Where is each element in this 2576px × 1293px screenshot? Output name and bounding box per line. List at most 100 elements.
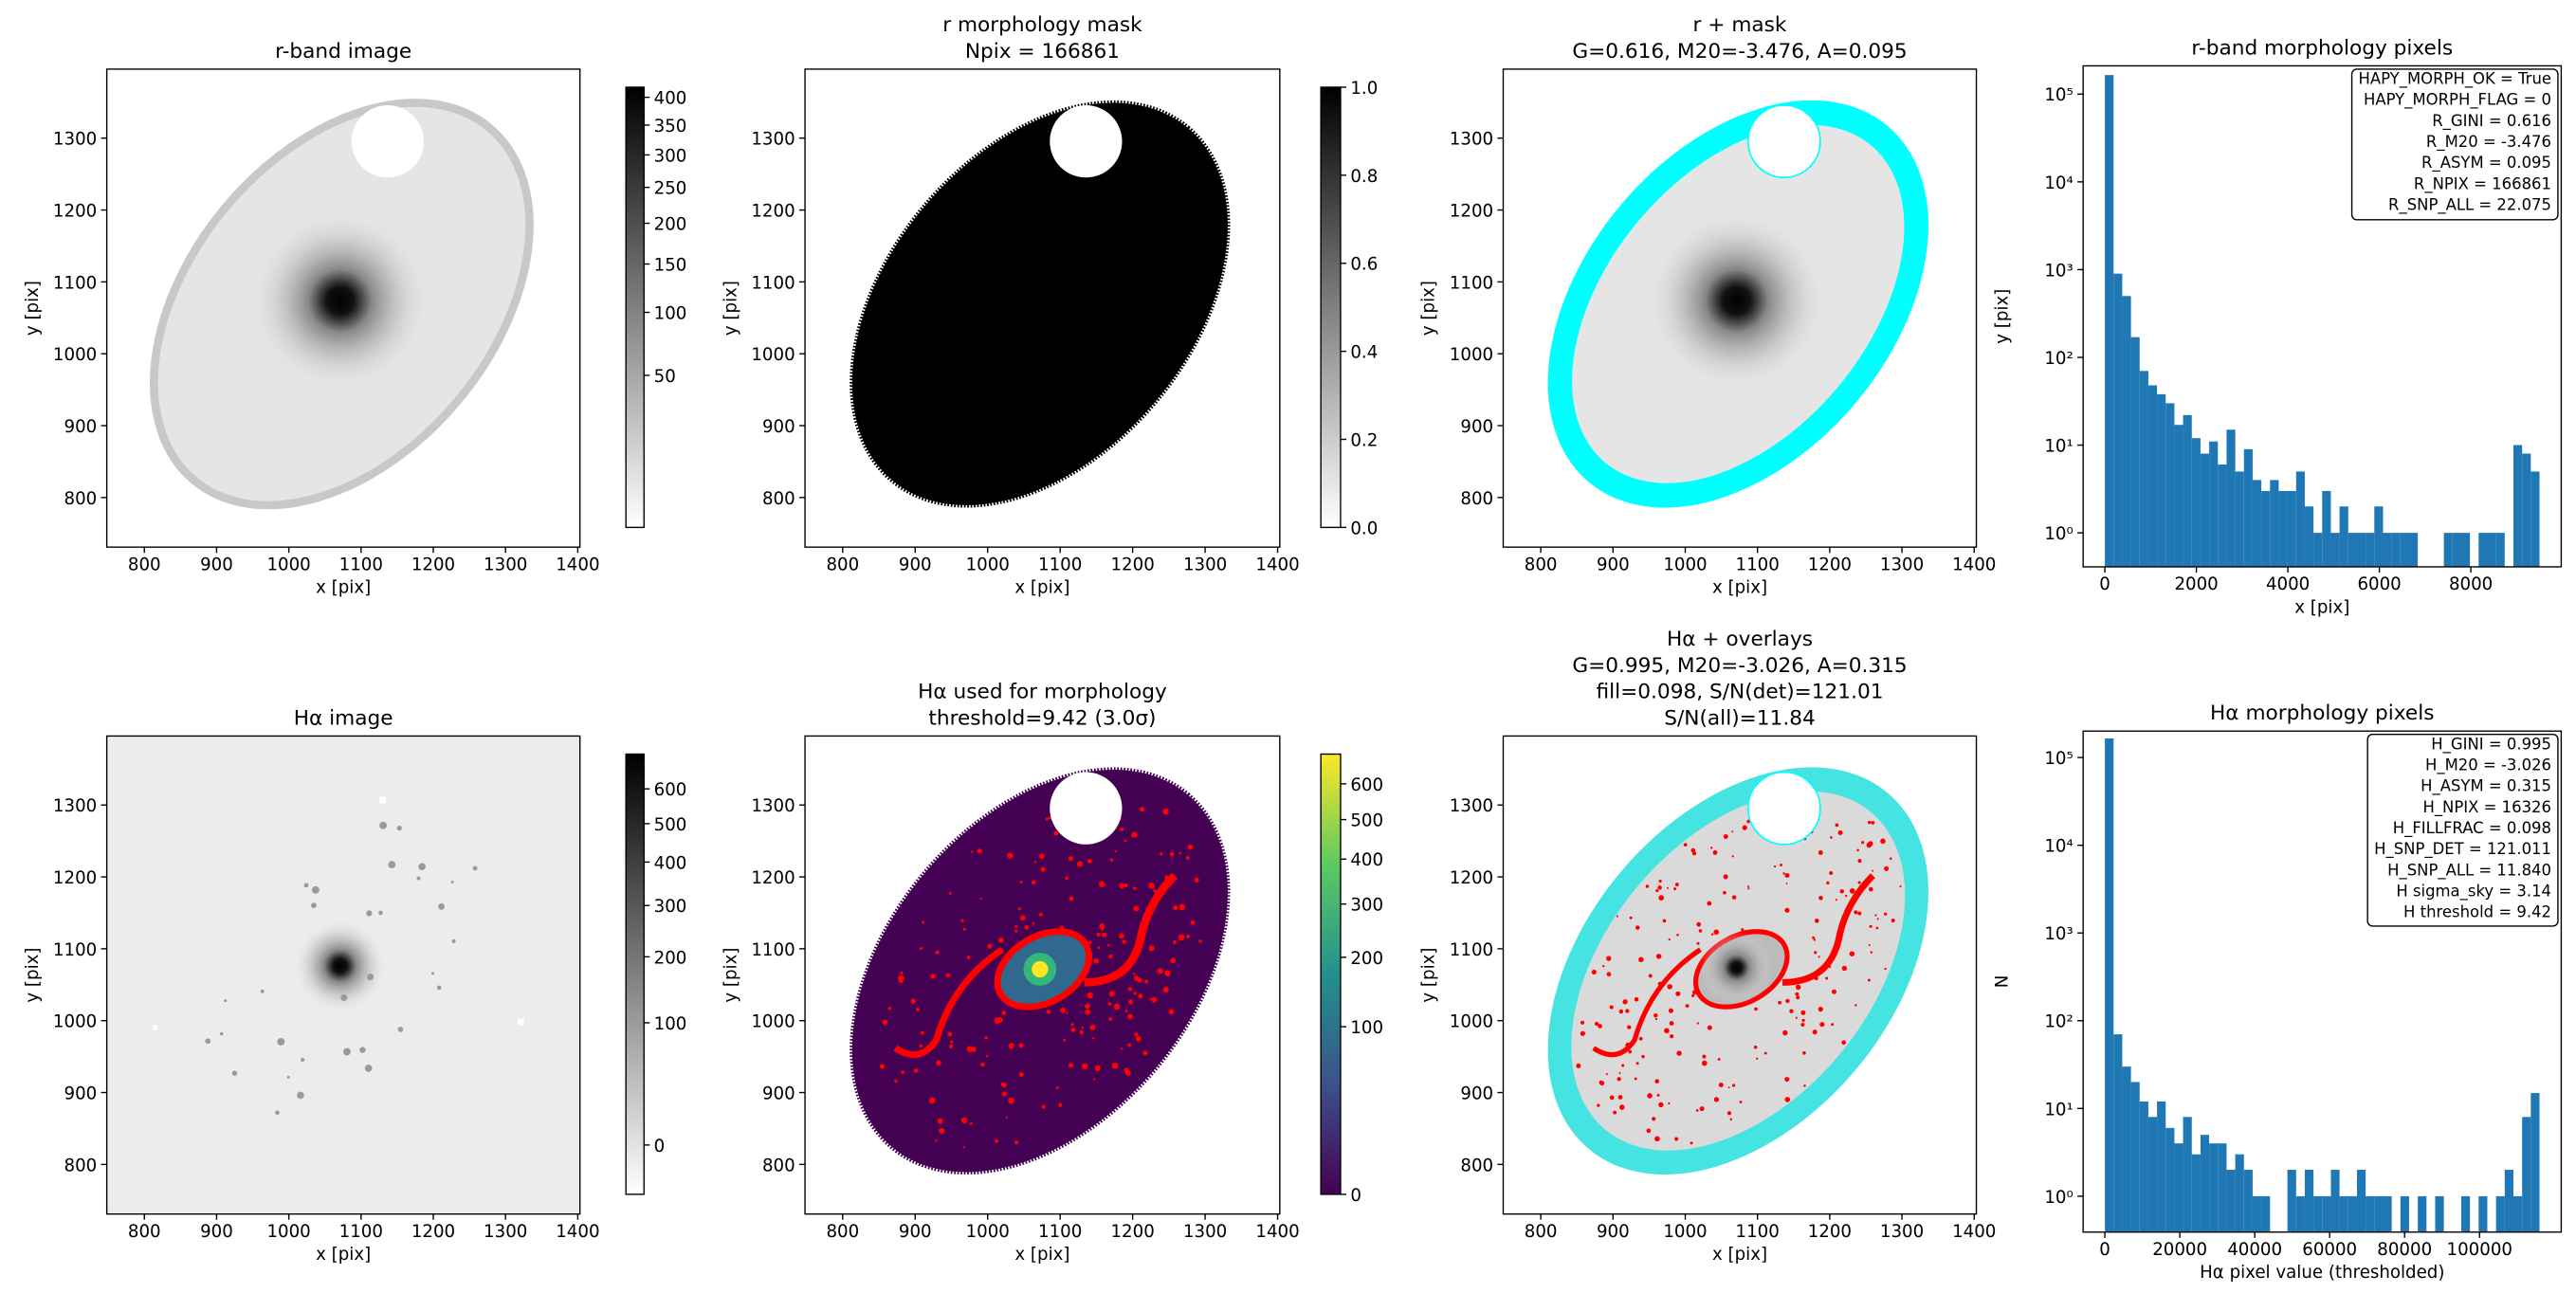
speckle (1731, 855, 1734, 858)
speckle (1617, 1077, 1621, 1082)
y-tick-label: 1000 (751, 345, 795, 365)
speckle (1133, 975, 1140, 981)
speckle (962, 1145, 966, 1149)
x-tick-label: 800 (826, 1222, 859, 1242)
speckle (1162, 808, 1169, 815)
annotation-frame (2366, 734, 2559, 927)
x-tick-label: 40000 (2227, 1240, 2282, 1260)
y-tick-label: 10⁵ (2044, 85, 2073, 105)
speckle (1627, 1025, 1632, 1029)
speckle (966, 1046, 974, 1052)
colorbar-tick-label: 250 (654, 179, 687, 199)
image-area (150, 99, 534, 510)
y-tick-label: 1300 (751, 796, 795, 816)
speckle (1111, 1062, 1119, 1069)
bar (2348, 1195, 2357, 1232)
speckle (1652, 1117, 1656, 1121)
speckle (1089, 1024, 1096, 1030)
bar (2209, 441, 2219, 567)
speckle (1784, 907, 1790, 913)
bar (2330, 533, 2340, 567)
x-tick-label: 1100 (1736, 1222, 1780, 1242)
speckle (1198, 939, 1202, 943)
x-tick-label: 1400 (556, 555, 599, 574)
x-axis-label: x [pix] (2294, 597, 2349, 617)
bar (2209, 1143, 2219, 1232)
speckle (340, 993, 348, 1001)
colorbar (1320, 753, 1342, 1195)
arm-region (1592, 947, 1702, 1058)
x-tick-label: 1400 (1255, 555, 1299, 574)
speckle (1647, 1093, 1653, 1099)
speckle (1622, 999, 1628, 1005)
speckle (1063, 1038, 1067, 1042)
speckle (977, 848, 982, 854)
speckle (1819, 1022, 1825, 1028)
speckle (1668, 938, 1672, 941)
speckle (985, 1054, 989, 1058)
speckle (1713, 1097, 1720, 1102)
colorbar-tick-label: 200 (654, 214, 687, 234)
bar (2130, 337, 2140, 567)
speckle (1087, 992, 1093, 999)
x-tick-label: 80000 (2377, 1240, 2432, 1260)
speckle (1818, 1006, 1823, 1012)
speckle (1841, 965, 1848, 972)
speckle (1170, 957, 1177, 964)
speckle (1867, 820, 1872, 825)
speckle (297, 1091, 304, 1100)
y-tick-label: 10⁰ (2044, 1188, 2073, 1208)
bar (2348, 533, 2357, 567)
speckle (1795, 992, 1800, 996)
bar (2356, 533, 2366, 567)
x-tick-label: 900 (899, 555, 932, 574)
speckle (979, 897, 982, 901)
speckle (1120, 827, 1124, 831)
speckle (1160, 852, 1163, 856)
y-tick-label: 800 (762, 1156, 795, 1175)
bar (2200, 1135, 2210, 1232)
speckle (1635, 1062, 1639, 1065)
speckle (1045, 817, 1049, 821)
speckle (1763, 1051, 1767, 1055)
image-area (106, 736, 580, 1214)
speckle (1031, 880, 1036, 885)
speckle (1754, 1007, 1758, 1011)
speckle (947, 1031, 953, 1037)
bar (2157, 1102, 2166, 1232)
speckle (1673, 887, 1677, 891)
bar (2478, 1195, 2488, 1232)
speckle (431, 972, 435, 975)
x-tick-label: 800 (1525, 1222, 1558, 1242)
speckle (1880, 838, 1886, 845)
speckle (1148, 945, 1155, 952)
speckle (945, 973, 951, 978)
speckle (1580, 1030, 1585, 1036)
speckle (1674, 883, 1679, 887)
panel-title: r-band morphology pixels (2191, 36, 2453, 60)
x-axis-label: x [pix] (1014, 578, 1069, 598)
panel-title: threshold=9.42 (3.0σ) (928, 706, 1156, 730)
speckle (1068, 856, 1073, 862)
bar (2495, 533, 2505, 567)
bar (2522, 453, 2531, 567)
bar (2522, 1117, 2531, 1232)
speckle (1628, 1049, 1633, 1054)
y-tick-label: 800 (64, 1156, 98, 1175)
speckle (1619, 1104, 1625, 1110)
speckle (1178, 934, 1185, 941)
annotation-line: H_M20 = -3.026 (2425, 756, 2551, 774)
x-tick-label: 900 (200, 555, 233, 574)
speckle (1667, 984, 1672, 990)
bar (2287, 490, 2296, 567)
speckle (367, 974, 375, 981)
speckle (1818, 896, 1823, 901)
x-tick-label: 900 (200, 1222, 233, 1242)
speckle (1812, 1029, 1818, 1035)
speckle (1884, 912, 1888, 916)
bar (2191, 438, 2201, 567)
x-tick-label: 1100 (339, 555, 383, 574)
speckle (937, 1118, 943, 1124)
speckle (1081, 1026, 1085, 1029)
bar (2495, 1195, 2505, 1232)
